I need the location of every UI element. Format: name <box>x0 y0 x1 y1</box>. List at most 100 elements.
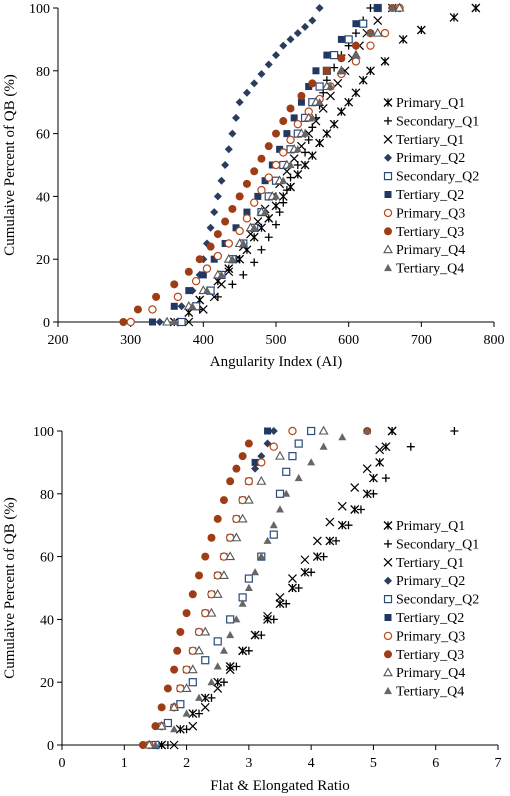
y-tick-label: 0 <box>47 739 54 754</box>
data-point <box>213 292 222 301</box>
legend-marker <box>383 667 393 677</box>
data-point <box>337 35 345 43</box>
data-point <box>300 160 310 170</box>
data-point <box>351 41 360 50</box>
data-point <box>416 25 426 35</box>
data-point <box>307 151 317 161</box>
y-tick-label: 40 <box>40 613 54 628</box>
data-point <box>156 720 167 730</box>
y-tick-label: 20 <box>40 676 54 691</box>
data-point <box>372 27 383 37</box>
data-point <box>210 255 218 263</box>
data-point <box>326 91 335 101</box>
data-point <box>380 56 390 66</box>
data-point <box>279 148 288 157</box>
data-point <box>170 665 179 674</box>
legend-item: Tertiary_Q4 <box>384 262 464 277</box>
data-point <box>170 317 179 325</box>
x-tick-label: 600 <box>338 333 359 348</box>
data-point <box>181 683 192 693</box>
data-point <box>279 176 288 184</box>
data-point <box>200 626 211 636</box>
legend-marker <box>383 521 393 530</box>
data-point <box>238 646 248 656</box>
y-tick-label: 20 <box>36 253 50 268</box>
legend-marker <box>384 539 392 548</box>
data-point <box>315 98 324 106</box>
legend-marker <box>383 631 393 641</box>
data-point <box>315 138 325 148</box>
data-point <box>251 464 260 473</box>
data-point <box>375 445 385 455</box>
data-point <box>170 280 179 289</box>
data-point <box>358 75 368 85</box>
data-point <box>202 264 212 273</box>
data-point <box>301 129 310 137</box>
data-point <box>294 584 303 592</box>
data-point <box>380 28 390 38</box>
series-tertiary-q4 <box>151 426 372 748</box>
legend-item: Secondary_Q1 <box>384 537 479 552</box>
data-point <box>257 458 266 467</box>
data-point <box>336 107 346 117</box>
y-tick-label: 80 <box>40 488 54 503</box>
data-point <box>356 505 365 514</box>
data-point <box>294 473 303 482</box>
data-point <box>287 583 297 593</box>
data-point <box>195 255 204 264</box>
data-point <box>315 82 324 91</box>
data-point <box>152 292 161 301</box>
legend-item: Primary_Q2 <box>384 151 465 166</box>
data-point <box>471 3 481 13</box>
legend-marker <box>384 686 392 695</box>
data-point <box>279 41 288 50</box>
data-point <box>350 505 360 514</box>
data-point <box>264 60 273 69</box>
data-point <box>257 69 266 78</box>
data-point <box>300 567 310 577</box>
data-point <box>330 50 339 60</box>
data-point <box>184 308 194 318</box>
data-point <box>263 611 272 621</box>
legend-label: Tertiary_Q4 <box>396 685 464 700</box>
legend-label: Primary_Q1 <box>396 519 465 534</box>
data-point <box>269 521 278 529</box>
data-point <box>275 592 285 602</box>
data-point <box>366 4 375 12</box>
series-primary-q3 <box>144 426 297 750</box>
data-point <box>163 741 172 749</box>
data-point <box>225 665 235 675</box>
data-point <box>318 425 329 435</box>
data-point <box>308 79 317 88</box>
data-point <box>250 630 260 640</box>
data-point <box>297 91 306 100</box>
legend-item: Tertiary_Q3 <box>384 225 464 240</box>
data-point <box>318 104 328 113</box>
data-point <box>344 521 353 530</box>
data-point <box>269 530 278 539</box>
x-tick-label: 500 <box>266 333 287 348</box>
data-point <box>286 104 295 113</box>
data-point <box>169 701 180 711</box>
data-point <box>250 258 259 267</box>
data-point <box>207 533 216 542</box>
data-point <box>177 317 186 327</box>
data-point <box>242 88 251 97</box>
data-point <box>213 662 222 670</box>
data-point <box>294 439 303 448</box>
data-point <box>176 627 185 636</box>
data-point <box>312 552 322 562</box>
data-point <box>239 239 248 247</box>
legend-label: Tertiary_Q4 <box>396 262 464 277</box>
data-point <box>269 427 278 435</box>
legend-item: Secondary_Q1 <box>384 114 479 129</box>
x-tick-label: 300 <box>120 333 141 348</box>
data-point <box>319 552 328 561</box>
legend-item: Primary_Q1 <box>383 519 465 534</box>
y-tick-label: 40 <box>36 190 50 205</box>
data-point <box>363 426 372 434</box>
data-point <box>261 207 270 216</box>
series-tertiary-q1 <box>169 426 397 750</box>
data-point <box>269 442 278 451</box>
legend-marker <box>384 576 392 585</box>
